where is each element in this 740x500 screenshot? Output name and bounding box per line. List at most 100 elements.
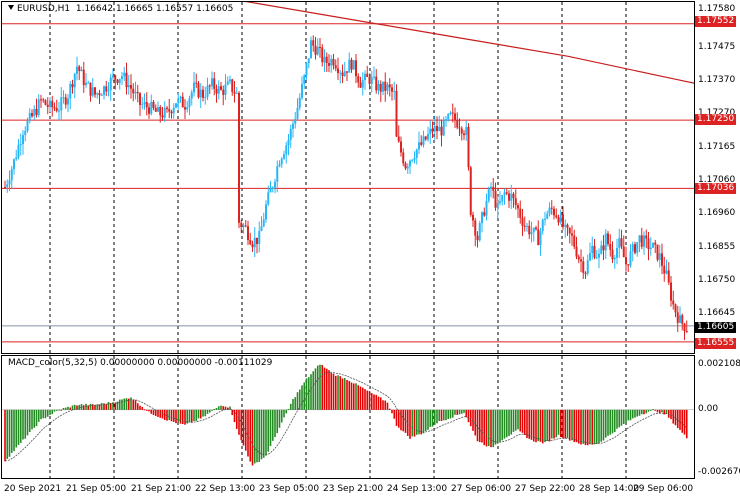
candle-body bbox=[402, 152, 405, 164]
macd-bar bbox=[611, 409, 614, 434]
macd-canvas[interactable] bbox=[2, 356, 694, 478]
macd-bar bbox=[100, 403, 103, 410]
macd-bar bbox=[337, 375, 339, 410]
candle-body bbox=[337, 68, 339, 73]
candle-body bbox=[141, 104, 144, 106]
macd-bar bbox=[44, 409, 47, 419]
candle-body bbox=[638, 235, 641, 243]
macd-bar bbox=[222, 406, 225, 410]
candle-body bbox=[307, 58, 310, 64]
candle-body bbox=[548, 207, 551, 214]
macd-bar bbox=[463, 409, 465, 413]
candle-body bbox=[517, 205, 519, 209]
macd-bar bbox=[418, 409, 420, 435]
candle-body bbox=[584, 272, 587, 274]
macd-bar bbox=[458, 409, 461, 415]
macd-bar bbox=[622, 409, 625, 424]
macd-bar bbox=[512, 409, 515, 432]
candle-body bbox=[625, 257, 627, 265]
candle-body bbox=[361, 80, 364, 88]
price-axis-label: 1.17370 bbox=[698, 75, 736, 85]
macd-bar bbox=[109, 403, 112, 410]
candle-body bbox=[211, 78, 213, 87]
candle-body bbox=[260, 226, 263, 232]
macd-bar bbox=[87, 405, 90, 410]
candle-body bbox=[481, 212, 483, 224]
candle-body bbox=[262, 219, 265, 227]
macd-bar bbox=[323, 367, 326, 410]
candle-body bbox=[226, 81, 229, 85]
macd-bar bbox=[384, 400, 387, 410]
candle-body bbox=[177, 98, 180, 104]
macd-bar bbox=[413, 409, 416, 437]
macd-bar bbox=[580, 409, 582, 445]
candle-body bbox=[195, 82, 198, 84]
price-axis-label: 1.17060 bbox=[698, 175, 736, 185]
macd-bar bbox=[280, 409, 283, 423]
macd-bar bbox=[298, 389, 301, 410]
candle-body bbox=[197, 83, 200, 98]
macd-bar bbox=[647, 409, 650, 412]
macd-bar bbox=[519, 409, 522, 432]
macd-bar bbox=[685, 409, 688, 439]
macd-bar bbox=[409, 409, 411, 439]
macd-bar bbox=[514, 409, 517, 431]
macd-bar bbox=[604, 409, 607, 438]
macd-bar bbox=[287, 409, 290, 411]
candle-body bbox=[681, 315, 684, 324]
candle-body bbox=[424, 136, 427, 140]
candle-body bbox=[386, 84, 389, 91]
macd-bar bbox=[19, 409, 22, 443]
macd-bar bbox=[494, 409, 497, 445]
time-axis-label: 21 Sep 21:00 bbox=[131, 484, 192, 494]
candle-body bbox=[562, 214, 564, 227]
candle-body bbox=[37, 99, 40, 115]
candle-body bbox=[100, 94, 103, 96]
candle-body bbox=[6, 184, 9, 188]
macd-bar bbox=[161, 409, 164, 419]
macd-bar bbox=[379, 397, 382, 410]
macd-bar bbox=[474, 409, 477, 436]
macd-bar bbox=[546, 409, 549, 442]
candle-body bbox=[449, 112, 452, 115]
candle-body bbox=[616, 248, 618, 258]
macd-bar bbox=[616, 409, 618, 429]
candle-body bbox=[202, 89, 204, 98]
price-axis-label: 1.16645 bbox=[698, 308, 736, 318]
candle-body bbox=[661, 253, 663, 266]
macd-bar bbox=[321, 364, 324, 410]
candle-body bbox=[58, 110, 60, 112]
candle-body bbox=[456, 120, 459, 128]
macd-bar bbox=[600, 409, 603, 442]
price-chart-canvas[interactable] bbox=[2, 2, 694, 353]
macd-bar bbox=[400, 409, 402, 431]
candle-body bbox=[352, 60, 355, 70]
macd-bar bbox=[346, 379, 348, 410]
macd-bar bbox=[490, 409, 492, 448]
candle-body bbox=[501, 195, 504, 202]
macd-bar bbox=[215, 407, 218, 410]
candle-body bbox=[573, 235, 576, 247]
macd-bar bbox=[548, 409, 551, 442]
candle-body bbox=[112, 75, 114, 78]
macd-bar bbox=[382, 400, 384, 410]
macd-bar bbox=[429, 409, 432, 427]
candle-body bbox=[150, 101, 153, 114]
macd-bar bbox=[454, 409, 456, 415]
candle-body bbox=[44, 100, 47, 105]
candle-body bbox=[240, 222, 243, 228]
candle-body bbox=[541, 219, 544, 232]
macd-bar bbox=[478, 409, 481, 443]
candle-body bbox=[670, 282, 672, 301]
macd-indicator-pane[interactable]: MACD_color(5,32,5) 0.00000000 0.00000000… bbox=[1, 355, 695, 479]
candle-body bbox=[85, 82, 87, 86]
macd-bar bbox=[278, 409, 281, 428]
candle-body bbox=[564, 224, 567, 227]
macd-bar bbox=[211, 409, 213, 411]
macd-bar bbox=[676, 409, 679, 429]
macd-bar bbox=[393, 409, 396, 419]
candle-body bbox=[640, 235, 643, 247]
macd-bar bbox=[663, 409, 666, 415]
price-chart-pane[interactable]: EURUSD,H1 1.16642 1.16665 1.16557 1.1660… bbox=[1, 1, 695, 354]
